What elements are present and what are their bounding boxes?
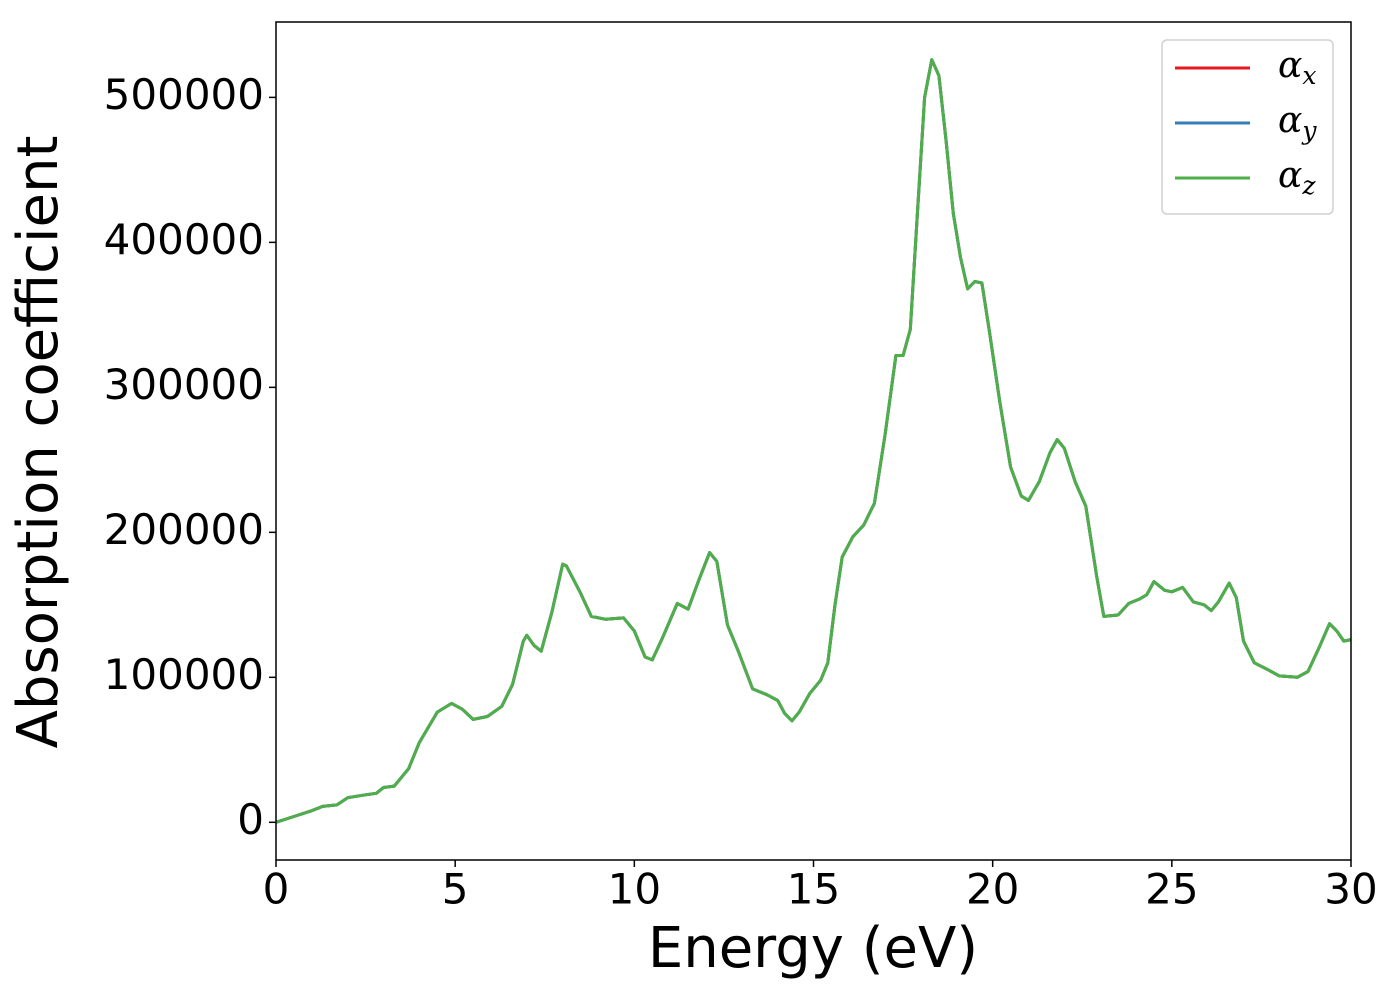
legend-label: αx [1278,45,1316,90]
y-tick-label: 500000 [104,70,264,119]
y-tick-label: 400000 [104,215,264,264]
legend-box [1161,39,1334,215]
y-tick-label: 100000 [104,650,264,699]
legend-label: αz [1278,155,1316,200]
plot-frame [275,21,1352,861]
y-tick-label: 0 [237,795,264,844]
y-tick-label: 300000 [104,360,264,409]
x-tick-label: 20 [966,865,1019,914]
x-tick-label: 25 [1145,865,1198,914]
x-tick-label: 5 [442,865,469,914]
y-axis-label: Absorption coefficient [6,136,71,749]
line [275,58,1352,824]
x-tick-label: 30 [1324,865,1377,914]
x-tick-label: 15 [787,865,840,914]
x-tick-label: 10 [608,865,661,914]
x-axis-label: Energy (eV) [648,916,978,981]
x-tick-label: 0 [263,865,290,914]
y-tick-label: 200000 [104,505,264,554]
legend-label: αy [1278,100,1317,145]
